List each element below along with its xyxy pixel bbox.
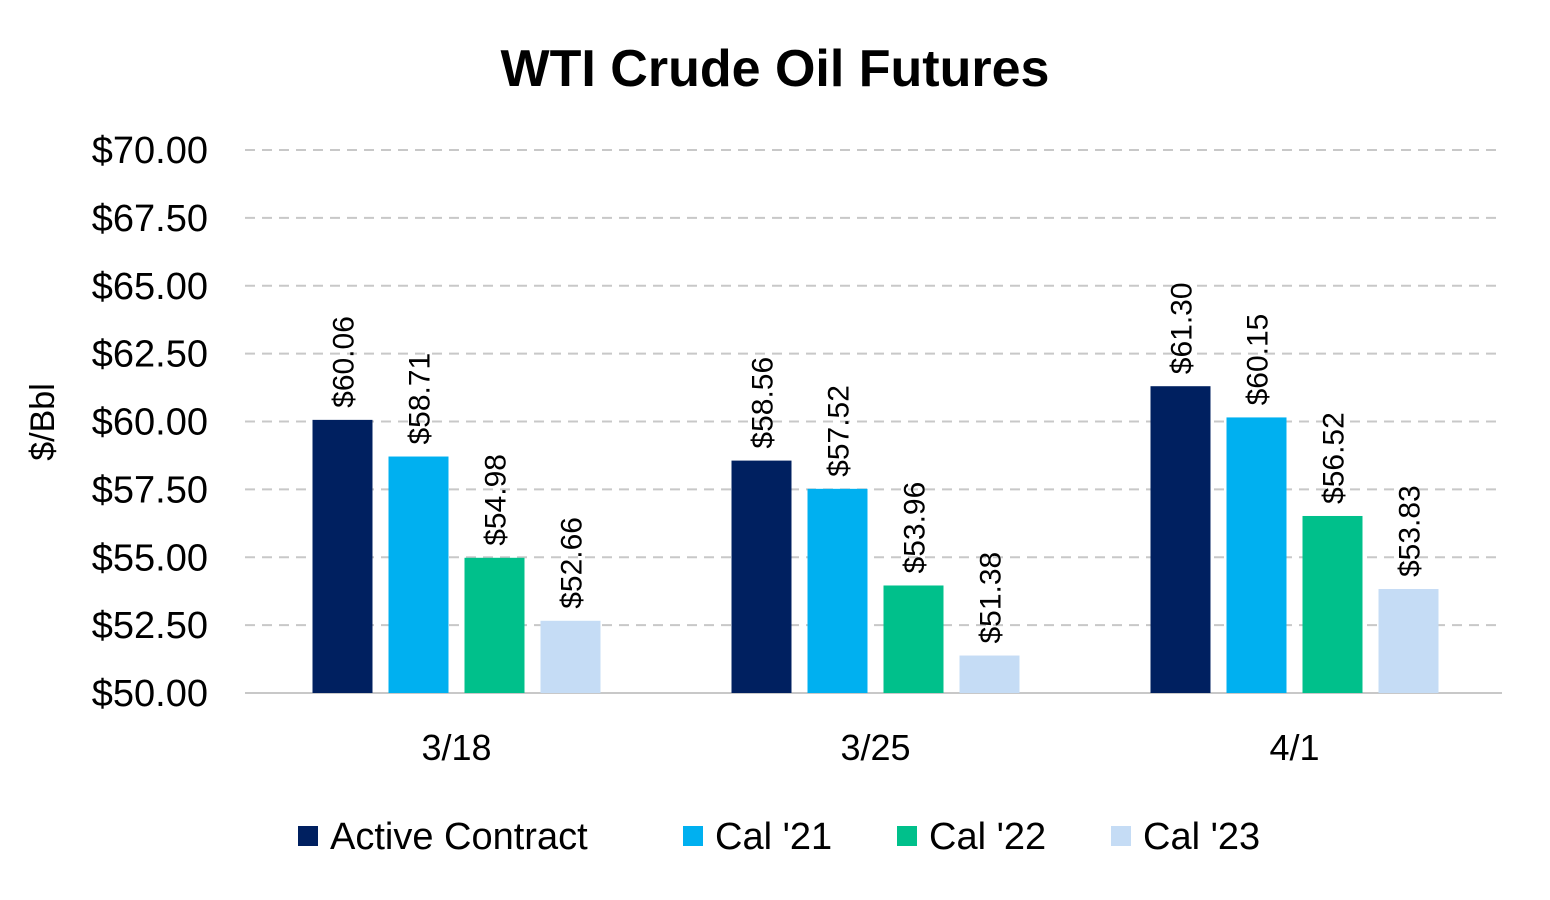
data-label: $54.98 — [480, 454, 513, 546]
data-label: $58.56 — [747, 357, 780, 449]
y-tick-label: $62.50 — [92, 334, 208, 376]
legend-label: Cal '22 — [929, 816, 1046, 858]
legend-label: Active Contract — [330, 816, 588, 858]
y-tick-label: $57.50 — [92, 469, 208, 511]
legend-swatch — [897, 826, 917, 846]
bar-cal-21 — [807, 488, 868, 693]
y-tick-label: $65.00 — [92, 266, 208, 308]
data-label: $51.38 — [975, 552, 1008, 644]
legend-label: Cal '21 — [715, 816, 832, 858]
bar-cal-22 — [883, 585, 944, 693]
bar-active-contract — [1150, 386, 1211, 693]
y-tick-label: $70.00 — [92, 130, 208, 172]
data-label: $58.71 — [404, 353, 437, 445]
data-label: $60.15 — [1242, 314, 1275, 406]
data-label: $61.30 — [1166, 282, 1199, 374]
data-label: $53.96 — [899, 482, 932, 574]
data-label: $60.06 — [328, 316, 361, 408]
y-tick-label: $67.50 — [92, 198, 208, 240]
data-label: $56.52 — [1318, 412, 1351, 504]
bar-active-contract — [731, 460, 792, 693]
y-tick-label: $60.00 — [92, 402, 208, 444]
bar-cal-22 — [464, 557, 525, 693]
y-tick-label: $52.50 — [92, 605, 208, 647]
legend-swatch — [298, 826, 318, 846]
data-label: $53.83 — [1394, 485, 1427, 577]
bar-cal-21 — [1226, 417, 1287, 693]
legend-swatch — [683, 826, 703, 846]
bar-cal-22 — [1302, 515, 1363, 693]
bar-cal-23 — [540, 620, 601, 693]
bar-cal-23 — [1378, 589, 1439, 693]
x-tick-label: 3/25 — [840, 727, 910, 768]
y-axis-label: $/Bbl — [24, 383, 62, 461]
x-tick-label: 3/18 — [421, 727, 491, 768]
y-tick-label: $55.00 — [92, 537, 208, 579]
data-label: $52.66 — [556, 517, 589, 609]
data-label: $57.52 — [823, 385, 856, 477]
chart-title: WTI Crude Oil Futures — [501, 40, 1050, 98]
y-tick-label: $50.00 — [92, 673, 208, 715]
x-tick-label: 4/1 — [1269, 727, 1319, 768]
bar-cal-23 — [959, 655, 1020, 693]
bar-active-contract — [312, 419, 373, 693]
bar-cal-21 — [388, 456, 449, 693]
legend-swatch — [1111, 826, 1131, 846]
legend-label: Cal '23 — [1143, 816, 1260, 858]
